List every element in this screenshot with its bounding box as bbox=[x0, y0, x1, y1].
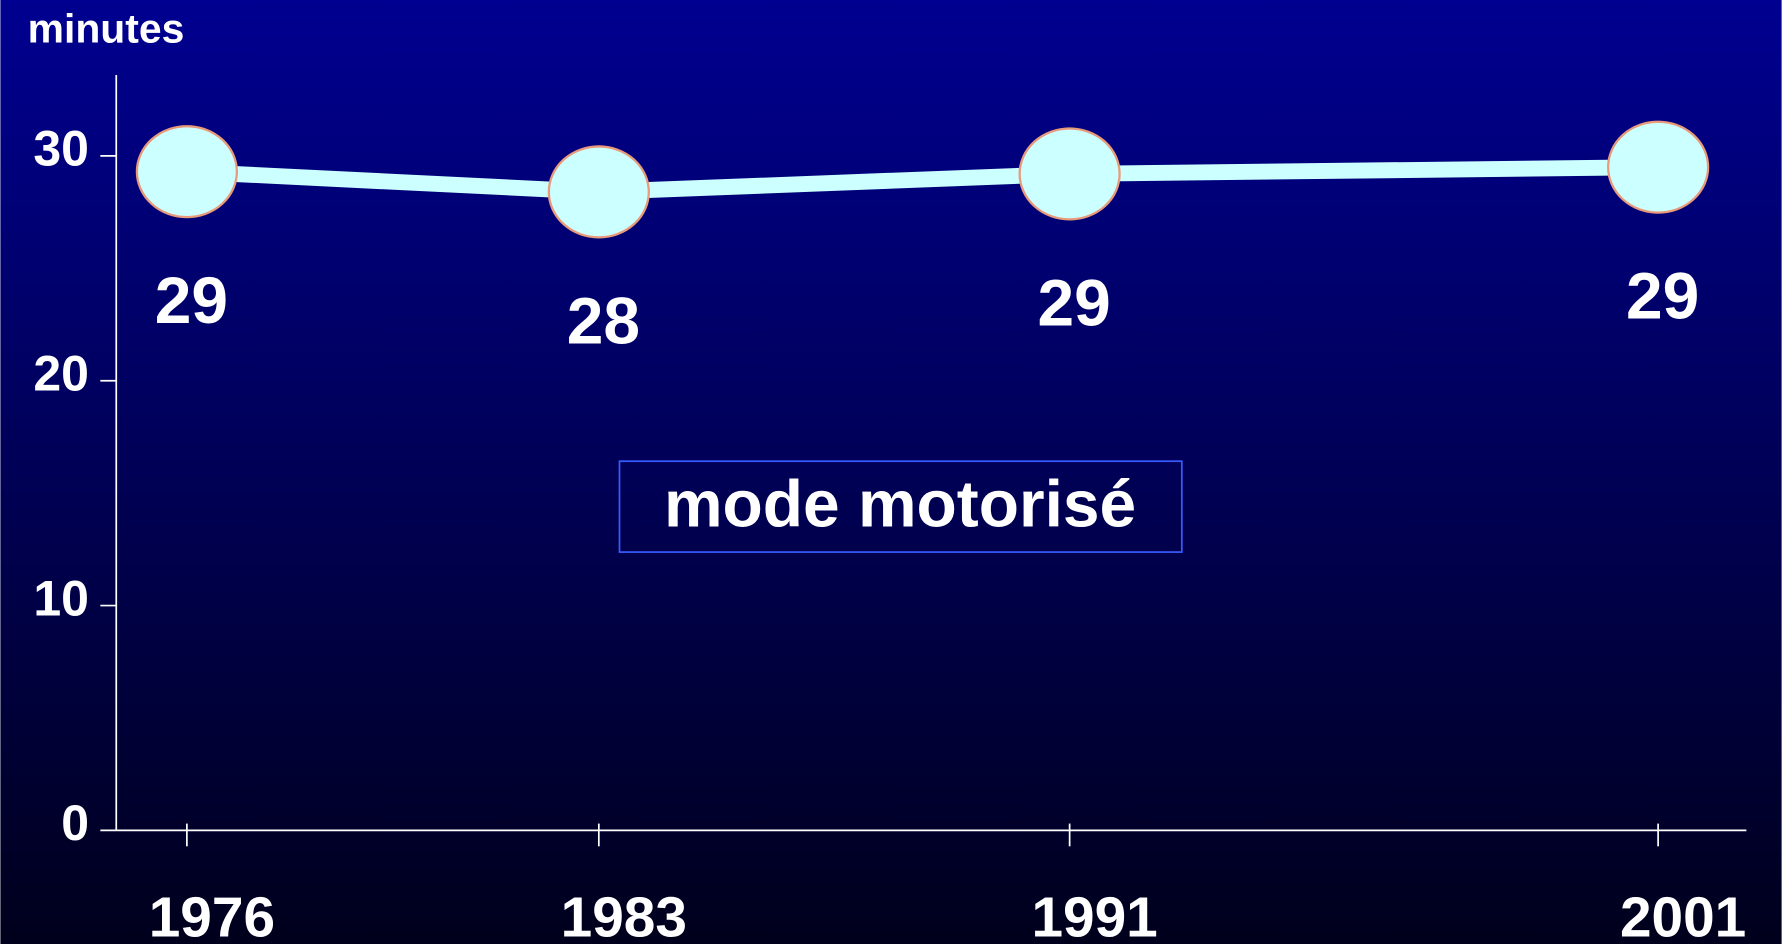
data-label: 28 bbox=[567, 283, 640, 357]
data-point bbox=[135, 125, 238, 219]
x-tick-label: 2001 bbox=[1620, 886, 1746, 944]
x-tick-label: 1976 bbox=[149, 886, 275, 944]
data-line bbox=[186, 159, 1659, 200]
y-tick-label: 0 bbox=[61, 795, 89, 851]
data-point bbox=[1018, 127, 1121, 221]
annotation-box bbox=[618, 460, 1183, 553]
data-label: 29 bbox=[1038, 265, 1111, 339]
y-axis-label: minutes bbox=[28, 6, 185, 52]
data-label: 29 bbox=[155, 263, 228, 337]
x-tick-label: 1991 bbox=[1031, 886, 1157, 944]
y-tick-label: 20 bbox=[33, 346, 89, 402]
data-label: 29 bbox=[1626, 259, 1699, 333]
y-tick-label: 10 bbox=[33, 570, 89, 626]
data-point bbox=[1606, 120, 1710, 214]
data-point bbox=[547, 145, 650, 239]
x-tick-label: 1983 bbox=[561, 886, 687, 944]
y-tick-label: 30 bbox=[33, 121, 89, 177]
annotation: mode motorisé bbox=[664, 466, 1136, 540]
